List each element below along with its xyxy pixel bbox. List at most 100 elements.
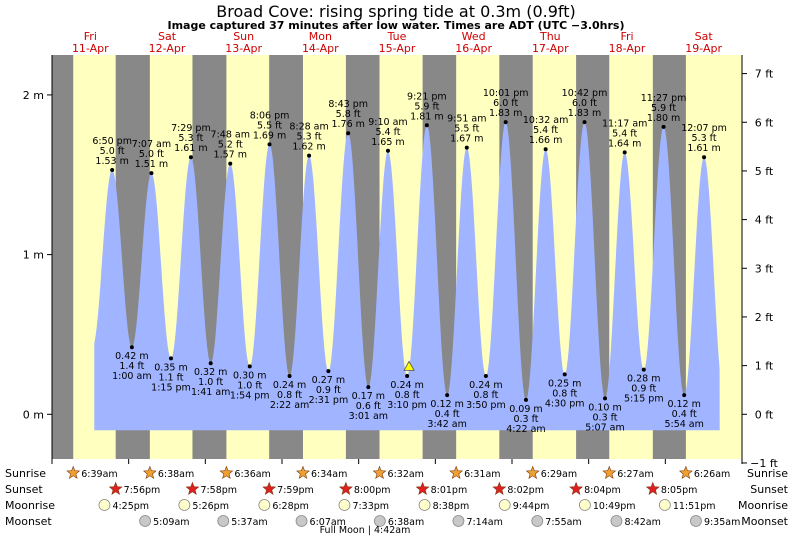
low-tide-point bbox=[682, 393, 687, 398]
moonrise-time: 8:38pm bbox=[433, 501, 470, 512]
high-tide-point bbox=[661, 124, 666, 129]
low-tide-point bbox=[641, 367, 646, 372]
right-tick-label: 7 ft bbox=[755, 68, 774, 81]
high-tide-label: 5.2 ft bbox=[218, 140, 243, 151]
sunset-row-label-left: Sunset bbox=[5, 483, 43, 496]
high-tide-label: 8:43 pm bbox=[328, 99, 368, 110]
low-tide-label: 0.10 m bbox=[588, 402, 621, 413]
high-tide-point bbox=[702, 155, 707, 160]
sunset-icon bbox=[338, 481, 353, 495]
low-tide-label: 1.0 ft bbox=[237, 380, 262, 391]
current-level-marker bbox=[403, 360, 415, 371]
moonset-icon bbox=[217, 515, 230, 527]
low-tide-point bbox=[405, 373, 410, 378]
day-date: 18-Apr bbox=[609, 42, 646, 55]
day-name: Sat bbox=[158, 30, 177, 43]
low-tide-label: 3:50 pm bbox=[466, 400, 506, 411]
sunset-icon bbox=[415, 481, 430, 495]
low-tide-point bbox=[562, 372, 567, 377]
plot-area: 6:50 pm5.0 ft1.53 m0.42 m1.4 ft1:00 am7:… bbox=[52, 55, 742, 459]
low-tide-label: 0.4 ft bbox=[435, 409, 460, 420]
low-tide-label: 0.17 m bbox=[352, 391, 385, 402]
sunrise-icon bbox=[142, 465, 157, 479]
day-date: 11-Apr bbox=[72, 42, 109, 55]
low-tide-label: 3:01 am bbox=[349, 411, 388, 422]
moon-phase-note: Full Moon | 4:42am bbox=[320, 525, 411, 536]
moonset-icon bbox=[531, 515, 544, 527]
sunrise-row-label-left: Sunrise bbox=[5, 467, 46, 480]
moonrise-time: 11:51pm bbox=[673, 501, 716, 512]
right-tick-label: −1 ft bbox=[750, 457, 778, 470]
moonrise-row-label-right: Moonrise bbox=[738, 499, 788, 512]
moonset-time: 7:14am bbox=[466, 517, 502, 528]
high-tide-label: 7:07 am bbox=[132, 139, 171, 150]
day-date: 17-Apr bbox=[532, 42, 569, 55]
low-tide-point bbox=[129, 345, 134, 350]
low-tide-label: 0.24 m bbox=[273, 380, 306, 391]
right-tick-label: 6 ft bbox=[755, 116, 774, 129]
moonset-icon bbox=[139, 515, 152, 527]
moonset-time: 9:35am bbox=[704, 517, 740, 528]
moonset-time: 8:42am bbox=[624, 517, 660, 528]
moonrise-icon bbox=[498, 499, 511, 511]
day-name: Thu bbox=[539, 30, 561, 43]
moonset-icon bbox=[452, 515, 465, 527]
low-tide-label: 0.12 m bbox=[667, 399, 700, 410]
high-tide-label: 12:07 pm bbox=[681, 123, 727, 134]
low-tide-point bbox=[247, 364, 252, 369]
low-tide-label: 1:54 pm bbox=[230, 390, 270, 401]
high-tide-label: 5.4 ft bbox=[375, 127, 400, 138]
high-tide-point bbox=[267, 142, 272, 147]
sunrise-time: 6:27am bbox=[617, 469, 653, 480]
high-tide-label: 1.83 m bbox=[568, 108, 601, 119]
low-tide-label: 5:15 pm bbox=[624, 394, 664, 405]
right-tick-label: 4 ft bbox=[755, 214, 774, 227]
high-tide-label: 8:28 am bbox=[289, 122, 328, 133]
low-tide-label: 3:10 pm bbox=[387, 400, 427, 411]
day-date: 14-Apr bbox=[302, 42, 339, 55]
sunrise-time: 6:36am bbox=[234, 469, 270, 480]
sunrise-icon bbox=[678, 465, 693, 479]
moonset-icon bbox=[690, 515, 702, 527]
sunrise-icon bbox=[602, 465, 617, 479]
high-tide-label: 5.4 ft bbox=[533, 125, 558, 136]
high-tide-label: 6.0 ft bbox=[493, 98, 518, 109]
high-tide-label: 5.0 ft bbox=[139, 149, 164, 160]
low-tide-point bbox=[287, 373, 292, 378]
high-tide-label: 1.57 m bbox=[214, 150, 247, 161]
left-tick-label: 0 m bbox=[23, 408, 44, 421]
high-tide-label: 5.5 ft bbox=[454, 124, 479, 135]
low-tide-label: 4:30 pm bbox=[545, 398, 585, 409]
high-tide-label: 10:32 am bbox=[523, 115, 568, 126]
moonset-icon bbox=[295, 515, 308, 527]
high-tide-label: 1.81 m bbox=[410, 111, 443, 122]
low-tide-label: 5:07 am bbox=[585, 422, 624, 433]
moonset-time: 5:09am bbox=[153, 517, 189, 528]
high-tide-point bbox=[385, 148, 390, 153]
high-tide-label: 5.5 ft bbox=[257, 120, 282, 131]
sunset-icon bbox=[185, 481, 200, 495]
moonrise-time: 4:25pm bbox=[112, 501, 149, 512]
high-tide-label: 9:10 am bbox=[368, 117, 407, 128]
day-name: Wed bbox=[462, 30, 486, 43]
high-tide-label: 5.8 ft bbox=[336, 109, 361, 120]
low-tide-label: 0.32 m bbox=[194, 367, 227, 378]
day-name: Sun bbox=[233, 30, 254, 43]
row-events: 6:39am 6:38am 6:36am 6:34am 6:32am 6:31am 6:29… bbox=[66, 465, 740, 528]
low-tide-label: 0.9 ft bbox=[631, 384, 656, 395]
high-tide-point bbox=[307, 153, 312, 158]
high-tide-label: 1.61 m bbox=[687, 143, 720, 154]
high-tide-label: 1.76 m bbox=[331, 119, 364, 130]
low-tide-label: 0.8 ft bbox=[552, 388, 577, 399]
high-tide-label: 9:51 am bbox=[447, 114, 486, 125]
sunset-icon bbox=[262, 481, 277, 495]
left-tick-label: 2 m bbox=[23, 89, 44, 102]
high-tide-label: 1.83 m bbox=[489, 108, 522, 119]
sunset-icon bbox=[108, 481, 123, 495]
sunset-time: 7:58pm bbox=[200, 485, 237, 496]
low-tide-point bbox=[483, 373, 488, 378]
sunrise-time: 6:26am bbox=[694, 469, 730, 480]
low-tide-label: 0.12 m bbox=[430, 399, 463, 410]
high-tide-point bbox=[582, 120, 587, 125]
tide-curve bbox=[94, 122, 720, 431]
